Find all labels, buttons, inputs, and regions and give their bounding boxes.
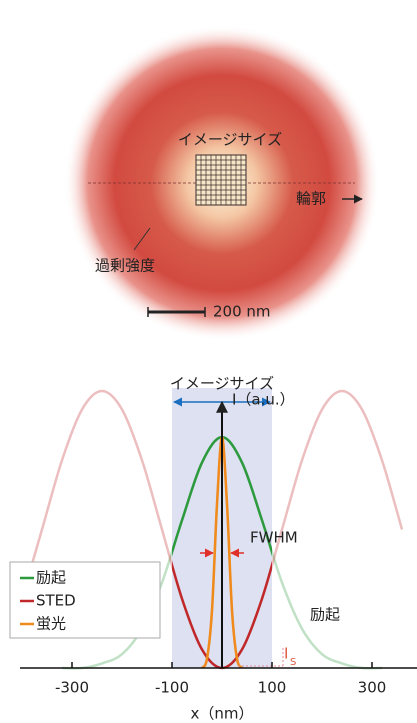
excess-label: 過剰強度 (95, 257, 155, 275)
saturation-label: I (284, 645, 288, 663)
illustration: イメージサイズ 輪郭 過剰強度 200 nm (64, 25, 380, 341)
legend-label: STED (36, 592, 76, 610)
saturation-subscript: S (290, 657, 296, 668)
y-axis-label: I（a.u.） (232, 391, 295, 409)
legend-label: 蛍光 (36, 615, 66, 633)
excitation-label: 励起 (310, 606, 340, 624)
x-axis-label: x（nm） (191, 705, 254, 723)
page: イメージサイズ 輪郭 過剰強度 200 nm イメージサイズ I（a.u.） F… (0, 0, 417, 723)
pixel-grid (196, 155, 246, 205)
x-tick-label: 300 (358, 679, 387, 697)
image-size-label: イメージサイズ (178, 131, 282, 149)
fwhm-label: FWHM (250, 529, 298, 547)
legend: 励起 STED 蛍光 (10, 562, 160, 638)
scale-label: 200 nm (213, 303, 271, 321)
x-tick-label: -300 (55, 679, 89, 697)
legend-label: 励起 (36, 569, 66, 587)
x-tick-label: 100 (258, 679, 287, 697)
contour-label: 輪郭 (296, 190, 326, 208)
x-tick-label: -100 (155, 679, 189, 697)
